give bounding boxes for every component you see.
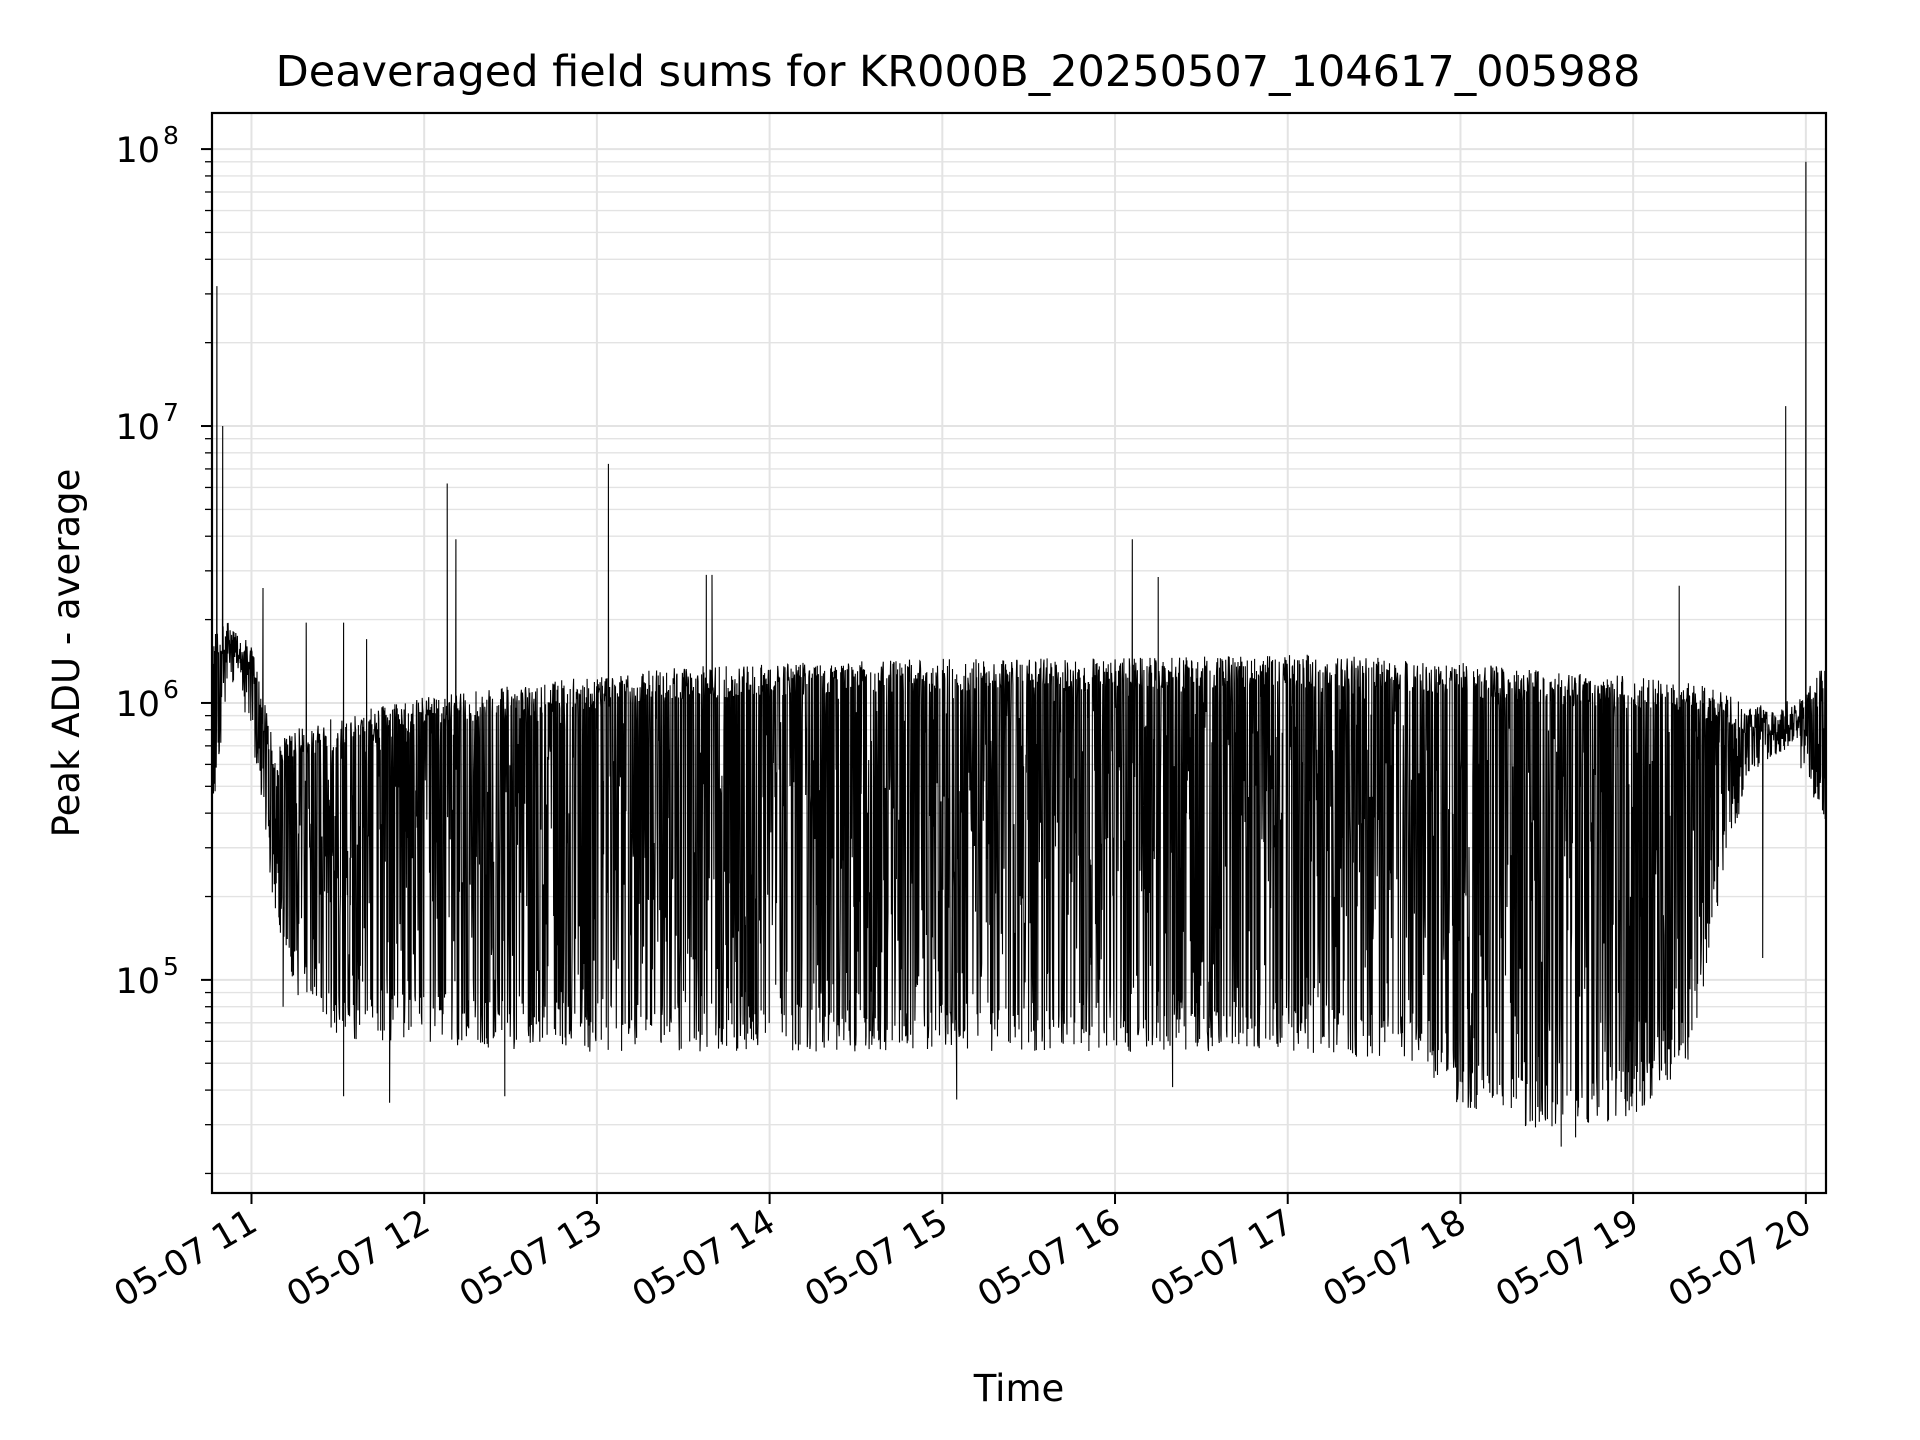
y-tick-label-exp: 6 — [163, 675, 179, 704]
series-path — [211, 161, 1827, 1147]
y-tick-label-base: 10 — [115, 408, 160, 448]
chart-title: Deaveraged field sums for KR000B_2025050… — [276, 47, 1641, 97]
y-tick-label-exp: 5 — [163, 952, 179, 981]
y-axis-label: Peak ADU - average — [45, 469, 88, 838]
y-tick-label-exp: 8 — [163, 121, 179, 150]
y-tick-label-base: 10 — [115, 131, 160, 171]
y-tick-label-exp: 7 — [163, 398, 179, 427]
series-line — [211, 161, 1827, 1147]
y-tick-label: 10 8 — [115, 121, 178, 171]
y-tick-label-base: 10 — [115, 685, 160, 725]
y-tick-label: 10 7 — [115, 398, 178, 448]
y-tick-label: 10 5 — [115, 952, 178, 1002]
y-tick-label-base: 10 — [115, 962, 160, 1002]
plot-frame — [210, 111, 1828, 1195]
y-tick-label: 10 6 — [115, 675, 178, 725]
x-axis-label: Time — [973, 1367, 1065, 1410]
